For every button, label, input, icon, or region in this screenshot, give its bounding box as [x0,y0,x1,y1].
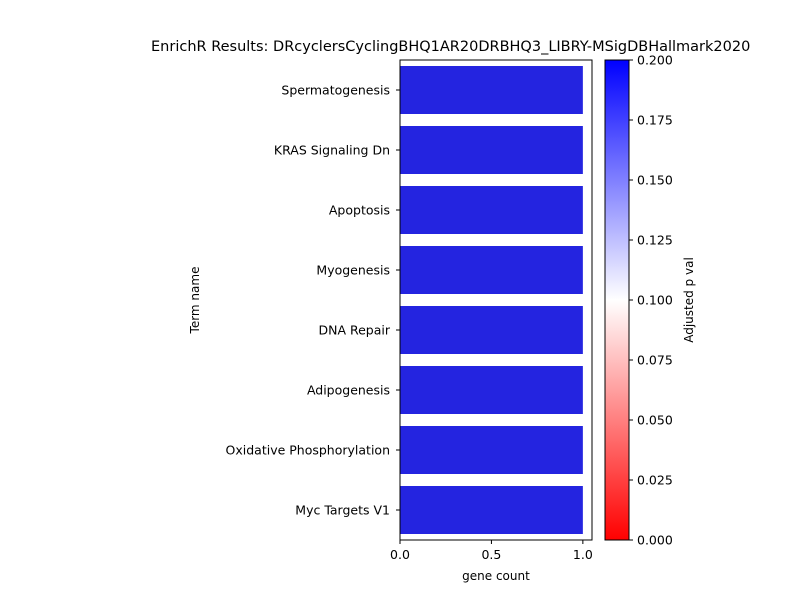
y-tick-label: DNA Repair [318,323,390,338]
y-tick-label: Apoptosis [329,203,390,218]
bar [400,66,583,114]
bars-layer [400,66,583,534]
bar [400,126,583,174]
y-tick-label: Spermatogenesis [281,83,390,98]
colorbar-tick-label: 0.150 [637,173,673,188]
colorbar-tick-label: 0.050 [637,413,673,428]
x-tick-label: 0.5 [481,547,501,562]
bar [400,486,583,534]
colorbar-label: Adjusted p val [682,257,696,343]
y-tick-labels: Spermatogenesis KRAS Signaling Dn Apoptosi… [226,83,400,518]
y-tick-label: Adipogenesis [307,383,390,398]
y-tick-label: Myogenesis [316,263,390,278]
colorbar [605,60,629,540]
bar [400,426,583,474]
colorbar-tick-label: 0.125 [637,233,673,248]
colorbar-tick-label: 0.025 [637,473,673,488]
y-tick-label: Myc Targets V1 [295,503,390,518]
bar [400,186,583,234]
colorbar-tick-label: 0.000 [637,533,673,548]
colorbar-ticks: 0.000 0.025 0.050 0.075 0.100 0.125 0.150 0.175… [629,53,673,548]
bar [400,246,583,294]
colorbar-tick-label: 0.175 [637,113,673,128]
colorbar-tick-label: 0.200 [637,53,673,68]
x-axis: 0.0 0.5 1.0 [390,540,593,562]
bar [400,366,583,414]
y-tick-label: Oxidative Phosphorylation [226,443,390,458]
colorbar-tick-label: 0.075 [637,353,673,368]
x-tick-label: 0.0 [390,547,410,562]
colorbar-tick-label: 0.100 [637,293,673,308]
y-tick-label: KRAS Signaling Dn [274,143,390,158]
y-axis-label: Term name [188,267,202,335]
x-axis-label: gene count [462,569,530,583]
bar [400,306,583,354]
x-tick-label: 1.0 [573,547,593,562]
